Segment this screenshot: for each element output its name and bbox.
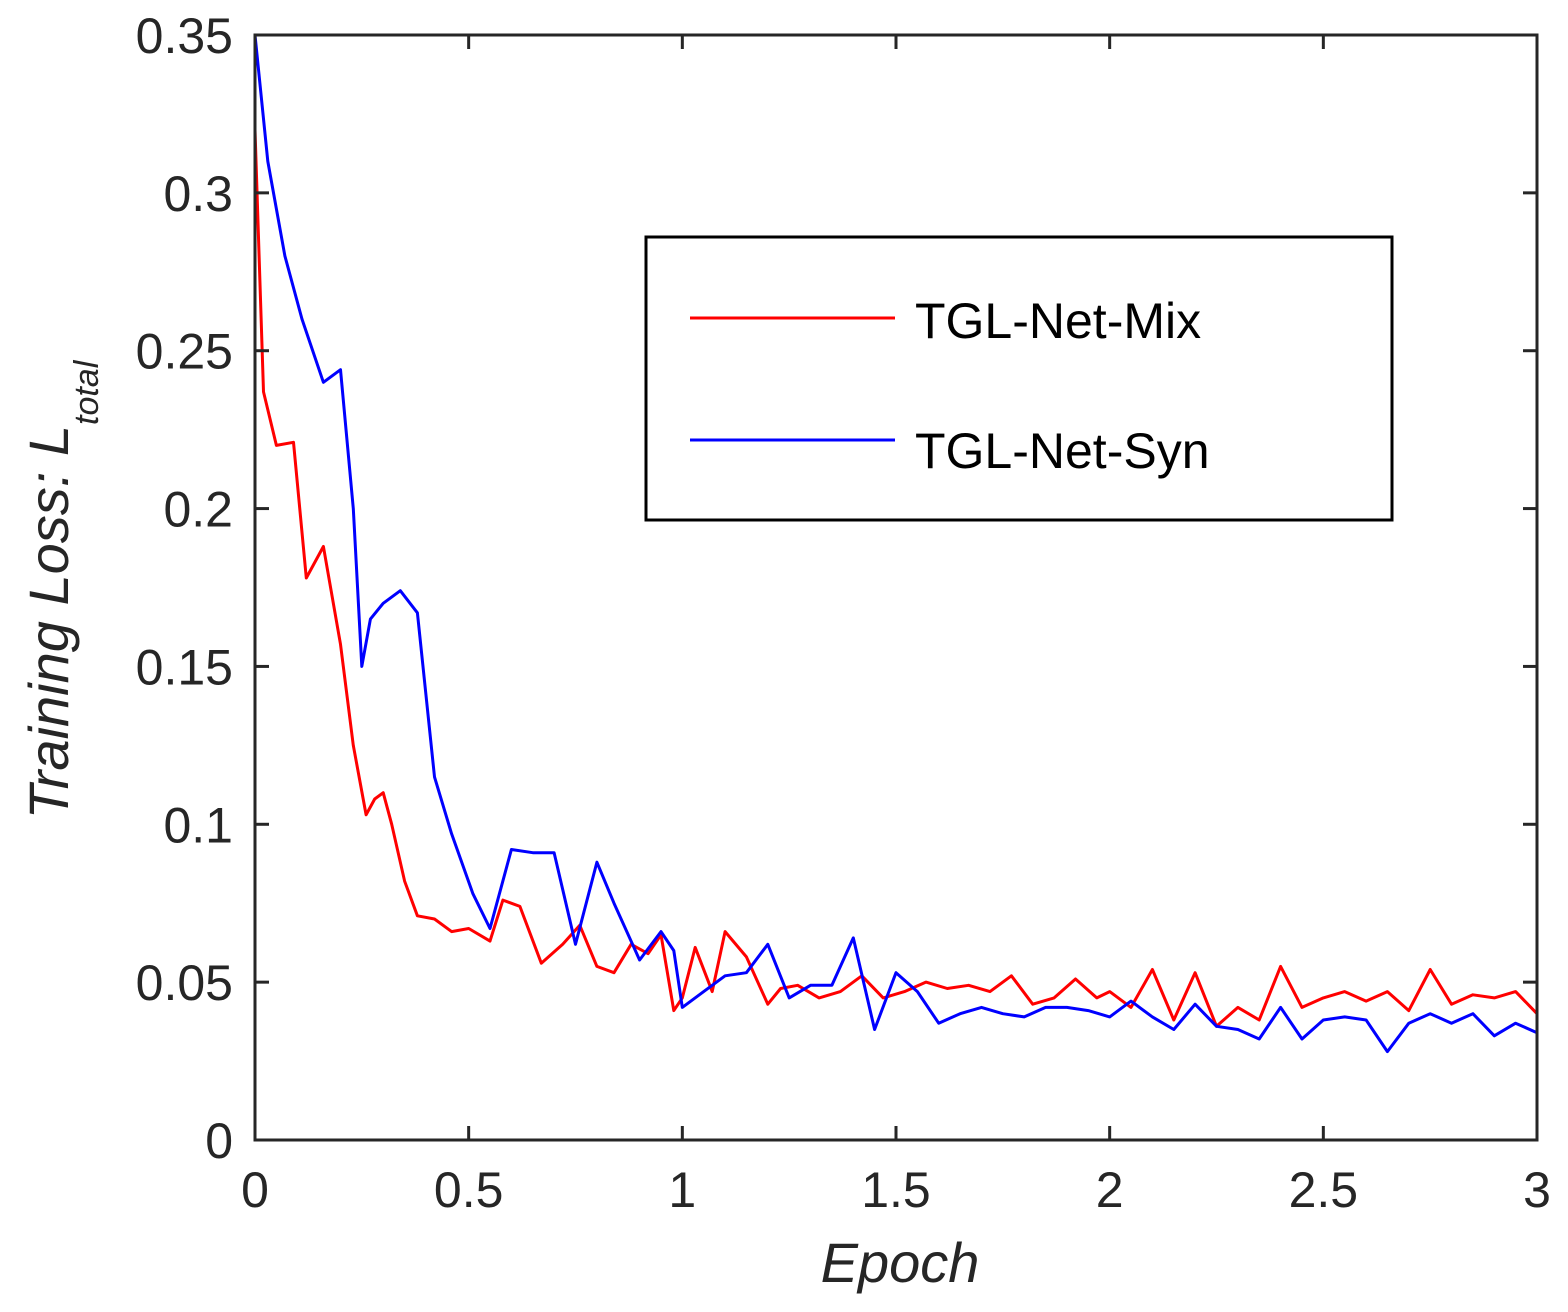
y-axis-label-group: Training Loss: Ltotal xyxy=(17,359,106,819)
series-line-tgl-net-mix xyxy=(253,129,1539,1028)
x-axis-label: Epoch xyxy=(821,1231,980,1294)
x-tick-label: 1.5 xyxy=(861,1162,931,1218)
y-tick-label: 0.2 xyxy=(163,482,233,538)
y-tick-label: 0.1 xyxy=(163,797,233,853)
y-tick-label: 0 xyxy=(205,1113,233,1169)
x-tick-label: 0 xyxy=(241,1162,269,1218)
y-axis-label: Training Loss: Ltotal xyxy=(17,359,106,819)
x-tick-label: 2 xyxy=(1096,1162,1124,1218)
series-layer xyxy=(253,34,1539,1054)
y-tick-label: 0.15 xyxy=(136,639,233,695)
legend-box xyxy=(644,235,1394,522)
legend-label-tgl-net-mix: TGL-Net-Mix xyxy=(915,293,1201,349)
plot-background xyxy=(255,35,1537,1140)
y-tick-label: 0.3 xyxy=(163,166,233,222)
y-tick-label: 0.05 xyxy=(136,955,233,1011)
y-axis-label-subscript: total xyxy=(68,359,106,425)
x-tick-label: 0.5 xyxy=(434,1162,504,1218)
series-line-tgl-net-syn xyxy=(253,34,1538,1054)
legend-label-tgl-net-syn: TGL-Net-Syn xyxy=(915,423,1210,479)
x-tick-label: 1 xyxy=(668,1162,696,1218)
tick-layer: 0 0.5 1 1.5 2 2.5 3 0 0.05 0.1 0.15 0.2 0.25 0.3 0.35 xyxy=(136,8,1551,1218)
legend: TGL-Net-Mix TGL-Net-Syn xyxy=(644,235,1394,522)
y-tick-label: 0.25 xyxy=(136,324,233,380)
y-tick-label: 0.35 xyxy=(136,8,233,64)
x-tick-label: 2.5 xyxy=(1289,1162,1359,1218)
y-axis-label-main: Training Loss: L xyxy=(17,425,80,819)
x-tick-label: 3 xyxy=(1523,1162,1551,1218)
